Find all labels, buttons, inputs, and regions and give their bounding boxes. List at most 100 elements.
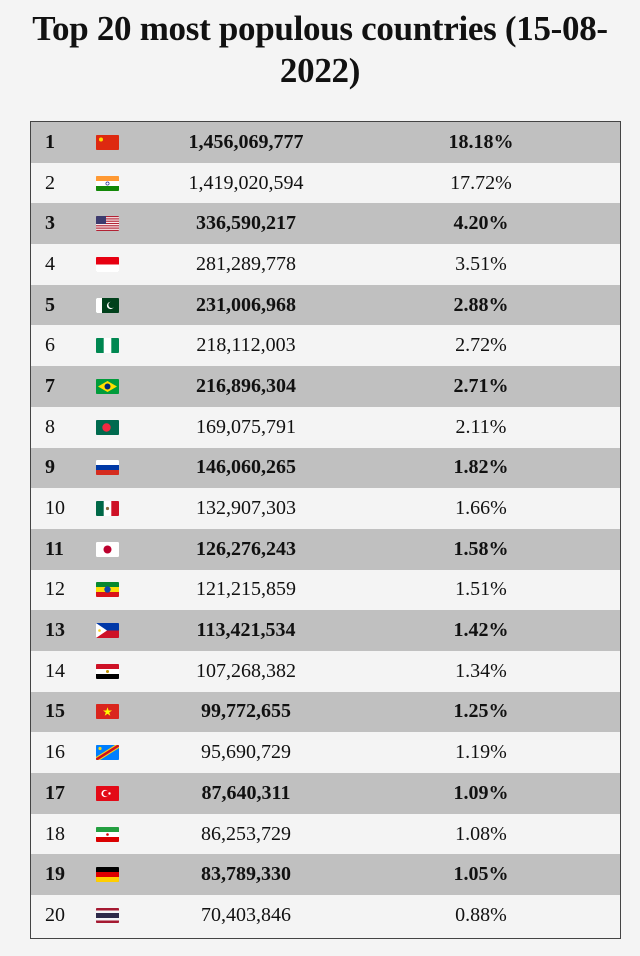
flag-cell (96, 448, 122, 489)
flag-cell (96, 203, 122, 244)
rank-cell: 11 (45, 537, 64, 560)
percent-cell: 1.82% (453, 456, 509, 479)
flag-cell (96, 854, 122, 895)
flag-cell (96, 529, 122, 570)
germany-flag-icon (96, 867, 119, 883)
flag-cell (96, 163, 122, 204)
flag-cell (96, 407, 122, 448)
percent-cell: 1.05% (453, 863, 509, 886)
indonesia-flag-icon (96, 256, 119, 272)
percent-cell: 18.18% (448, 130, 514, 153)
percent-cell: 2.88% (453, 293, 509, 316)
population-cell: 218,112,003 (196, 334, 296, 357)
flag-cell (96, 895, 122, 936)
table-row: 14 107,268,382 1.34% (31, 650, 620, 692)
rank-cell: 9 (45, 456, 55, 479)
pakistan-flag-icon (96, 297, 119, 313)
table-row: 2 1,419,020,594 17.72% (31, 162, 620, 204)
table-row: 17 87,640,311 1.09% (31, 773, 620, 814)
flag-cell (96, 732, 122, 773)
rank-cell: 17 (45, 781, 65, 804)
population-cell: 1,419,020,594 (188, 171, 304, 194)
flag-cell (96, 692, 122, 733)
flag-cell (96, 366, 122, 407)
rank-cell: 8 (45, 415, 55, 438)
flag-cell (96, 285, 122, 326)
table-row: 18 86,253,729 1.08% (31, 813, 620, 855)
percent-cell: 1.66% (455, 497, 507, 520)
rank-cell: 19 (45, 863, 65, 886)
table-row: 8 169,075,791 2.11% (31, 406, 620, 448)
flag-cell (96, 488, 122, 529)
table-row: 4 281,289,778 3.51% (31, 244, 620, 285)
population-table: 1 1,456,069,777 18.18% 2 1,419,020,594 17.72%… (30, 121, 621, 939)
flag-cell (96, 570, 122, 611)
rank-cell: 5 (45, 293, 55, 316)
percent-cell: 3.51% (455, 252, 507, 275)
turkey-flag-icon (96, 785, 119, 801)
rank-cell: 2 (45, 171, 55, 194)
percent-cell: 2.72% (455, 334, 507, 357)
philippines-flag-icon (96, 623, 119, 639)
population-cell: 169,075,791 (196, 415, 296, 438)
rank-cell: 3 (45, 212, 55, 235)
population-cell: 95,690,729 (201, 741, 291, 764)
rank-cell: 7 (45, 374, 55, 397)
population-cell: 336,590,217 (196, 212, 296, 235)
vietnam-flag-icon (96, 704, 119, 720)
table-row: 16 95,690,729 1.19% (31, 732, 620, 773)
population-cell: 107,268,382 (196, 659, 296, 682)
population-cell: 216,896,304 (196, 374, 296, 397)
percent-cell: 1.08% (455, 822, 507, 845)
table-row: 15 99,772,655 1.25% (31, 691, 620, 733)
population-cell: 99,772,655 (201, 700, 291, 723)
table-row: 13 113,421,534 1.42% (31, 610, 620, 651)
percent-cell: 1.09% (453, 781, 509, 804)
page-title: Top 20 most populous countries (15-08-20… (32, 9, 608, 90)
percent-cell: 1.19% (455, 741, 507, 764)
rank-cell: 12 (45, 578, 65, 601)
egypt-flag-icon (96, 663, 119, 679)
rank-cell: 6 (45, 334, 55, 357)
percent-cell: 2.11% (455, 415, 507, 438)
flag-cell (96, 610, 122, 651)
percent-cell: 17.72% (450, 171, 512, 194)
rank-cell: 20 (45, 903, 65, 926)
rank-cell: 13 (45, 619, 65, 642)
flag-cell (96, 244, 122, 285)
population-cell: 132,907,303 (196, 497, 296, 520)
percent-cell: 1.42% (453, 619, 509, 642)
percent-cell: 1.25% (453, 700, 509, 723)
flag-cell (96, 122, 122, 163)
population-cell: 126,276,243 (196, 537, 296, 560)
population-cell: 70,403,846 (201, 903, 291, 926)
rank-cell: 1 (45, 130, 55, 153)
population-cell: 121,215,859 (196, 578, 296, 601)
rank-cell: 4 (45, 252, 55, 275)
bangladesh-flag-icon (96, 419, 119, 435)
population-cell: 1,456,069,777 (188, 130, 304, 153)
iran-flag-icon (96, 826, 119, 842)
table-row: 9 146,060,265 1.82% (31, 447, 620, 489)
table-row: 10 132,907,303 1.66% (31, 488, 620, 529)
nigeria-flag-icon (96, 338, 119, 354)
population-cell: 87,640,311 (201, 781, 291, 804)
table-row: 6 218,112,003 2.72% (31, 325, 620, 367)
population-cell: 281,289,778 (196, 252, 296, 275)
table-row: 3 336,590,217 4.20% (31, 203, 620, 245)
table-row: 11 126,276,243 1.58% (31, 528, 620, 570)
rank-cell: 14 (45, 659, 65, 682)
flag-cell (96, 651, 122, 692)
percent-cell: 4.20% (453, 212, 509, 235)
india-flag-icon (96, 175, 119, 191)
japan-flag-icon (96, 541, 119, 557)
rank-cell: 18 (45, 822, 65, 845)
rank-cell: 15 (45, 700, 65, 723)
russia-flag-icon (96, 460, 119, 476)
percent-cell: 1.34% (455, 659, 507, 682)
usa-flag-icon (96, 216, 119, 232)
table-row: 7 216,896,304 2.71% (31, 366, 620, 407)
table-row: 20 70,403,846 0.88% (31, 895, 620, 936)
population-cell: 83,789,330 (201, 863, 291, 886)
mexico-flag-icon (96, 501, 119, 517)
